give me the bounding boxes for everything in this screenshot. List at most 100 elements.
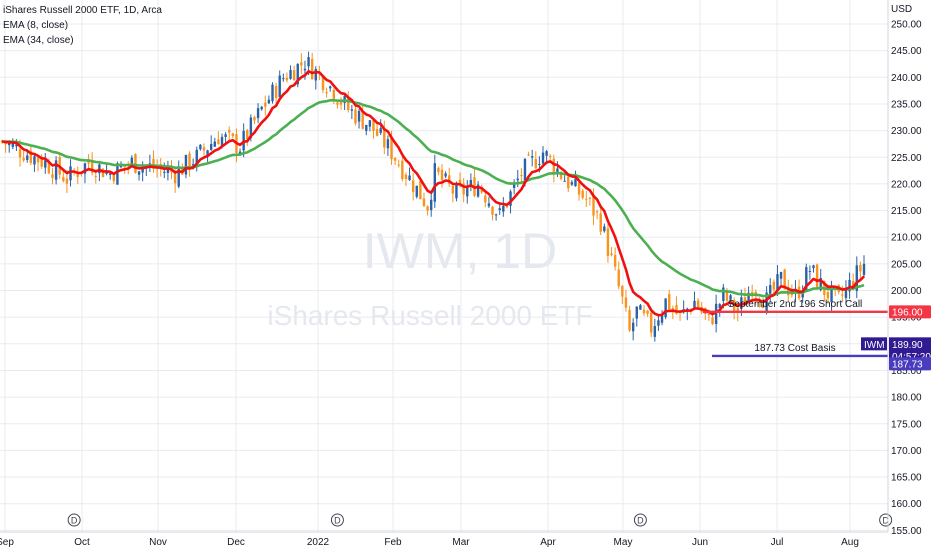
candle-body [8, 142, 11, 146]
candle-body [94, 176, 97, 178]
candle-body [606, 228, 610, 256]
candle-body [516, 178, 519, 181]
candle-body [512, 182, 516, 188]
candle-body [455, 184, 458, 199]
dividend-marker[interactable] [67, 513, 81, 527]
candle-body [310, 58, 314, 80]
candle-body [401, 160, 404, 180]
price-tick-label: 205.00 [891, 259, 922, 270]
candle-body [805, 267, 808, 291]
price-tick-label: 155.00 [891, 526, 922, 537]
candle-body [397, 164, 400, 166]
candle-body [711, 317, 714, 324]
candle-body [372, 119, 375, 131]
candle-body [527, 154, 530, 156]
candle-body [779, 272, 783, 279]
candle-body [650, 312, 653, 333]
candle-body [851, 281, 855, 288]
candle-body [339, 101, 343, 105]
badge-short-call: 196.00 [892, 307, 923, 318]
candle-body [47, 162, 51, 174]
candle-body [743, 297, 747, 305]
candle-body [494, 214, 498, 216]
candle-body [502, 205, 505, 212]
candle-body [26, 155, 29, 160]
candle-body [177, 167, 180, 187]
candle-body [509, 191, 512, 206]
candle-body [368, 120, 372, 127]
time-tick-label: 2022 [307, 537, 330, 548]
time-tick-label: Sep [0, 537, 14, 548]
candle-body [588, 197, 592, 199]
candle-body [40, 158, 43, 167]
watermark-symbol: IWM, 1D [363, 223, 557, 279]
candle-body [253, 116, 256, 121]
candle-body [646, 310, 649, 314]
time-axis[interactable]: Sep Oct Nov Dec 2022 Feb Mar Apr May Jun Jul Aug [0, 537, 859, 548]
candle-body [390, 136, 393, 160]
candle-body [574, 178, 577, 187]
candle-body [116, 163, 119, 185]
candle-body [707, 312, 711, 316]
chart-title: iShares Russell 2000 ETF, 1D, Arca [3, 5, 162, 16]
candle-body [725, 290, 729, 301]
candle-body [844, 287, 848, 299]
candle-body [657, 320, 660, 326]
candle-body [152, 158, 155, 169]
candle-body [693, 300, 696, 308]
candle-body [545, 151, 548, 156]
price-tick-label: 170.00 [891, 446, 922, 457]
candle-body [188, 153, 191, 170]
candle-body [534, 158, 537, 169]
candle-body [314, 69, 317, 81]
candle-body [386, 139, 390, 149]
candle-body [653, 326, 657, 337]
candle-body [422, 198, 426, 207]
candle-body [635, 306, 638, 319]
candle-body [664, 298, 667, 318]
candle-body [184, 154, 188, 175]
candle-body [563, 180, 566, 182]
candle-body [855, 265, 858, 291]
candle-body [761, 304, 765, 309]
candle-body [54, 160, 58, 180]
candle-body [278, 75, 281, 97]
price-axis[interactable]: USD 250.00 245.00 240.00 235.00 230.00 225.00… [891, 4, 922, 537]
candle-body [321, 75, 325, 90]
dividend-marker[interactable] [633, 513, 647, 527]
candle-body [440, 169, 444, 181]
candle-body [567, 176, 570, 189]
dividend-marker[interactable] [879, 513, 893, 527]
candle-body [267, 99, 271, 104]
price-tick-label: 185.00 [891, 366, 922, 377]
candle-body [491, 206, 494, 215]
candle-body [617, 269, 620, 287]
candle-body [166, 168, 170, 173]
candle-body [448, 175, 451, 184]
dividend-marker[interactable] [330, 513, 344, 527]
last-price-countdown: 04:57:20 [892, 352, 931, 363]
candle-body [206, 150, 209, 156]
ema-8-line [1, 70, 865, 317]
time-tick-label: Jun [692, 537, 708, 548]
candle-body [76, 173, 79, 177]
candle-body [541, 152, 545, 164]
time-tick-label: May [614, 537, 633, 548]
candle-body [109, 173, 112, 175]
time-tick-label: Oct [74, 537, 90, 548]
time-tick-label: Apr [540, 537, 556, 548]
candle-body [411, 180, 415, 193]
candle-body [642, 309, 646, 314]
dividend-marker-label: D [637, 516, 644, 526]
ema-34-line [1, 99, 865, 298]
candle-body [787, 286, 790, 296]
candle-body [213, 141, 216, 147]
candles [0, 51, 866, 342]
candle-body [62, 177, 65, 182]
candle-body [282, 78, 285, 80]
badge-cost-basis: 187.73 [892, 359, 923, 370]
watermark-name: iShares Russell 2000 ETF [267, 300, 592, 331]
